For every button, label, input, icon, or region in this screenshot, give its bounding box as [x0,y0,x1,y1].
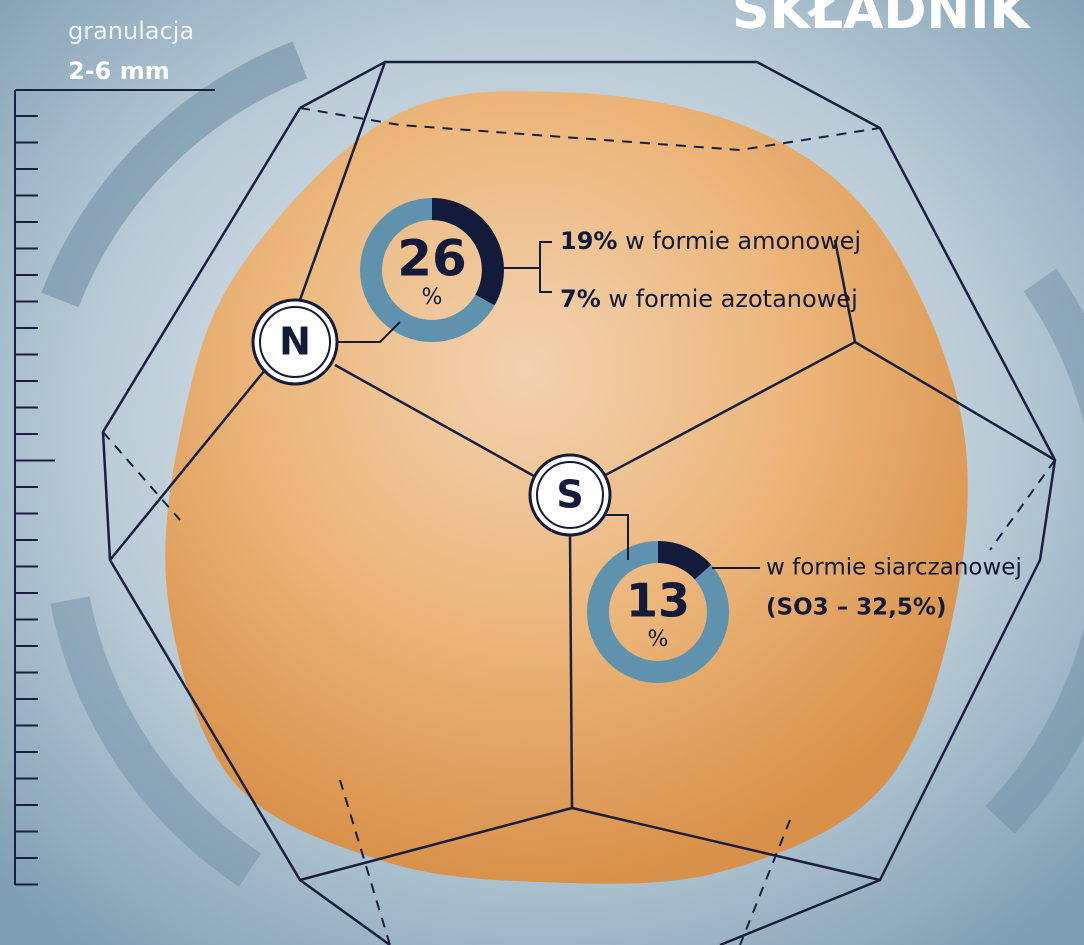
badge-ring [536,461,604,529]
detail-text: w formie azotanowej [608,285,857,313]
detail: 7% w formie azotanowej [560,285,858,313]
badge [251,298,339,386]
symbol: N [279,320,311,364]
nutrient-unit: % [422,285,443,310]
connector [600,514,629,560]
donut-segment [657,540,712,580]
deco-arc [50,596,262,887]
bracket [539,241,552,293]
detail: 19% w formie amonowej [560,227,861,255]
nutrient-value: 26 [397,230,467,288]
detail-percent: 19% [560,227,617,255]
detail-text: w formie amonowej [625,227,861,255]
deco-arc [985,268,1084,834]
label: granulacja [68,17,194,45]
detail-percent: 7% [560,285,601,313]
badge-ring [259,306,331,378]
nutrient-unit: % [648,627,669,652]
connector [337,321,401,343]
ruler [14,89,215,886]
detail-text: (SO3 – 32,5%) [766,595,946,621]
value: 2-6 mm [68,57,170,85]
polyhedron [101,60,1057,945]
nutrient-value: 13 [626,574,690,628]
detail-text: w formie siarczanowej [766,555,1022,581]
title: SKŁADNIK [732,0,1031,41]
badge [528,453,612,537]
deco-arc [41,41,308,308]
symbol: S [556,473,583,517]
donut-segment [431,198,504,306]
